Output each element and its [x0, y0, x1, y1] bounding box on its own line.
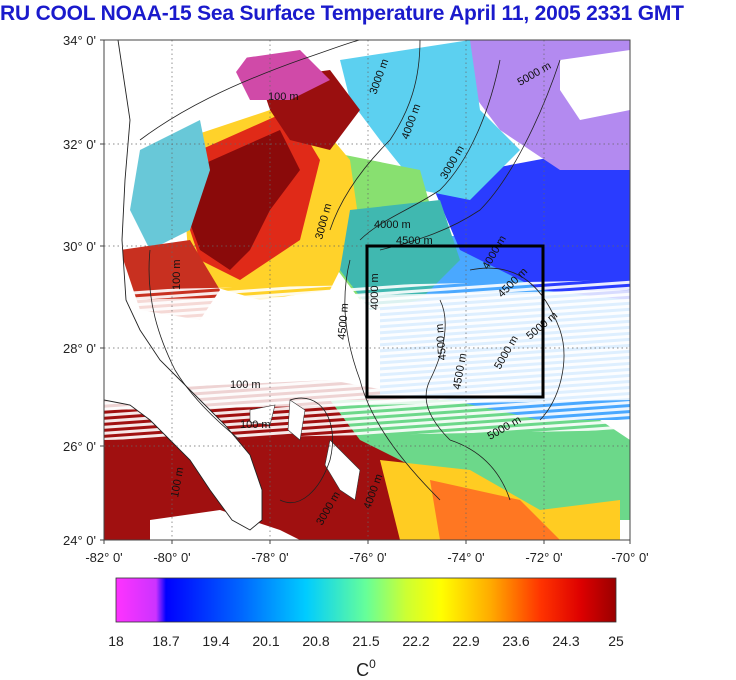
- florida-land: [104, 40, 262, 530]
- contour-label: 4500 m: [434, 323, 449, 361]
- longitude-tick-label: -78° 0': [251, 550, 288, 565]
- longitude-tick-label: -72° 0': [525, 550, 562, 565]
- colorbar-tick-label: 21.5: [352, 633, 379, 649]
- sst-region-teal-mid: [340, 200, 460, 310]
- contour-4000m: [359, 59, 501, 241]
- contour-label: 100 m: [240, 419, 271, 431]
- contour-label: 100 m: [230, 379, 261, 391]
- contour-south: [449, 439, 511, 501]
- latitude-tick-label: 24° 0': [63, 533, 96, 548]
- colorbar-unit-label: C0: [356, 657, 376, 680]
- contour-bahamas-ring: [279, 397, 333, 503]
- longitude-tick-label: -76° 0': [349, 550, 386, 565]
- sst-region-magenta-north: [230, 50, 330, 100]
- contour-label: 100 m: [268, 91, 299, 103]
- contour-100m: [139, 40, 361, 141]
- colorbar-tick-label: 20.8: [302, 633, 329, 649]
- contour-3000m: [329, 40, 421, 231]
- colorbar-tick-label: 20.1: [252, 633, 279, 649]
- colorbar-tick-label: 23.6: [502, 633, 529, 649]
- colorbar-tick-label: 18.7: [152, 633, 179, 649]
- sst-region-orange-south: [430, 480, 560, 540]
- contour-label: 100 m: [171, 259, 183, 290]
- longitude-tick-label: -70° 0': [611, 550, 648, 565]
- contour-label: 4000 m: [374, 219, 411, 231]
- colorbar-tick-label: 24.3: [552, 633, 579, 649]
- colorbar-tick-label: 22.9: [452, 633, 479, 649]
- study-area-box: [365, 244, 545, 399]
- axis-ticks: [100, 39, 631, 544]
- sst-region-cyan-northeast: [340, 40, 520, 200]
- page-title: RU COOL NOAA-15 Sea Surface Temperature …: [0, 2, 684, 25]
- latitude-tick-label: 32° 0': [63, 137, 96, 152]
- contour-100m-shelf: [148, 249, 241, 441]
- contour-inner-loop: [425, 299, 451, 441]
- longitude-tick-label: -74° 0': [447, 550, 484, 565]
- cuba-land: [150, 510, 300, 540]
- colorbar-tick-label: 25: [608, 633, 624, 649]
- sst-region-gap-east: [560, 50, 630, 120]
- contour-5000m: [469, 267, 565, 421]
- colorbar-tick-label: 19.4: [202, 633, 229, 649]
- contour-label: 4500 m: [396, 235, 433, 247]
- latitude-tick-label: 28° 0': [63, 341, 96, 356]
- colorbar: [116, 578, 616, 622]
- colorbar-frame: [115, 577, 617, 623]
- bahamas-land-1: [287, 399, 306, 441]
- colorbar-ticks: 18 18.7 19.4 20.1 20.8 21.5 22.2 22.9 23.6 24.3 25: [108, 633, 624, 649]
- bahamas-land-3: [324, 439, 361, 501]
- contour-label: 4500 m: [336, 303, 351, 341]
- sst-field: 100 m 3000 m 3000 m 4000 m 4000 m 4500 m…: [104, 40, 630, 540]
- longitude-tick-label: -80° 0': [153, 550, 190, 565]
- sst-region-gap-north: [104, 40, 260, 140]
- coastline: [104, 40, 263, 531]
- latitude-tick-label: 34° 0': [63, 33, 96, 48]
- contour-blake-escarpment: [344, 259, 441, 501]
- contour-label: 100 m: [169, 466, 186, 498]
- latitude-tick-label: 26° 0': [63, 439, 96, 454]
- bahamas-land-2: [249, 404, 276, 426]
- longitude-tick-label: -82° 0': [85, 550, 122, 565]
- contour-label: 4000 m: [369, 273, 381, 310]
- map-frame: [103, 39, 631, 541]
- sst-region-darkred-core: [185, 130, 300, 270]
- colorbar-tick-label: 18: [108, 633, 124, 649]
- colorbar-tick-label: 22.2: [402, 633, 429, 649]
- latitude-tick-label: 30° 0': [63, 239, 96, 254]
- sst-region-cyan-shelf: [130, 120, 210, 250]
- contour-4500m: [379, 59, 561, 251]
